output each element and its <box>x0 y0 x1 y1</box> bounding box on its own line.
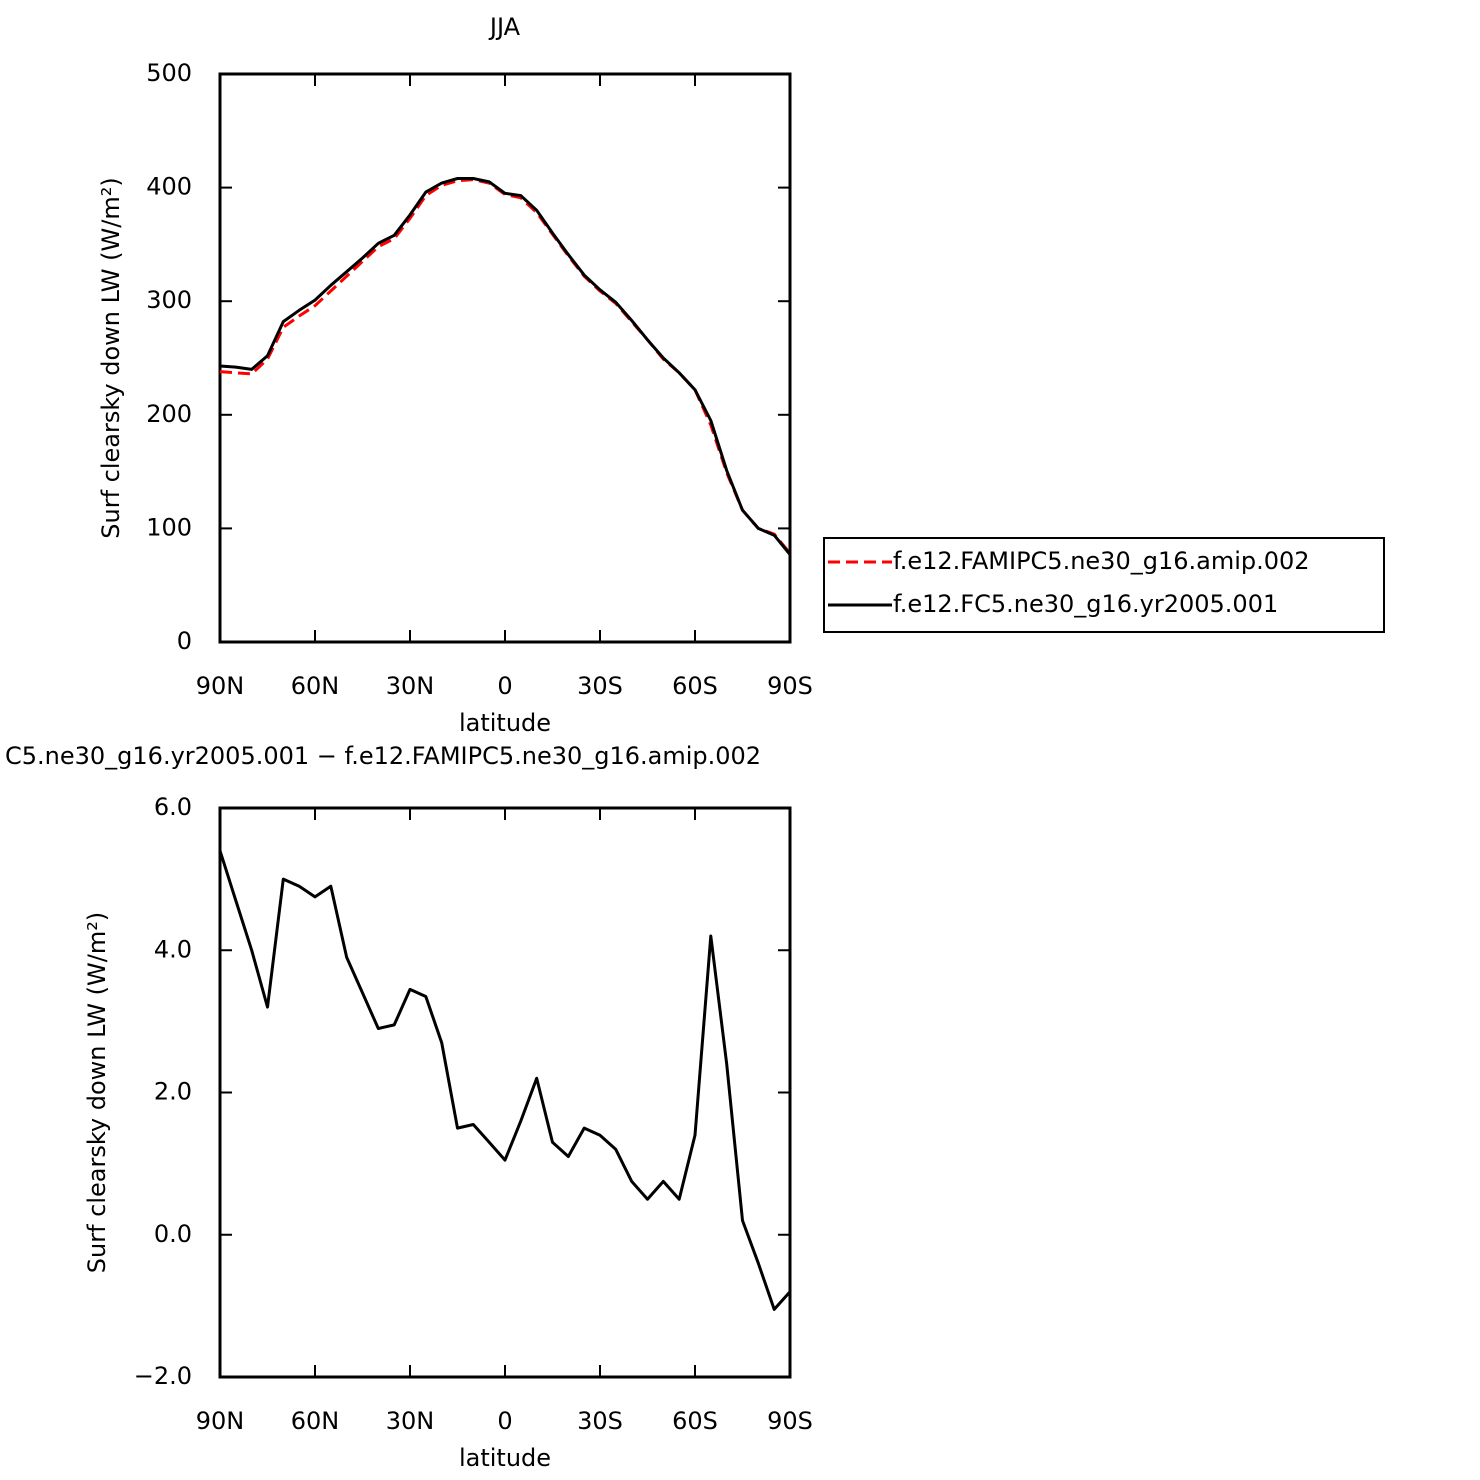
y-tick-label: 100 <box>146 513 192 541</box>
legend-label: f.e12.FC5.ne30_g16.yr2005.001 <box>893 590 1278 618</box>
x-tick-label: 90S <box>767 1407 813 1435</box>
legend-box <box>823 537 1385 633</box>
x-tick-label: 30S <box>577 1407 623 1435</box>
chart-title: C5.ne30_g16.yr2005.001 − f.e12.FAMIPC5.n… <box>5 742 761 770</box>
y-tick-label: 0.0 <box>154 1220 192 1248</box>
chart-title: JJA <box>488 13 521 41</box>
y-axis-label: Surf clearsky down LW (W/m²) <box>83 912 111 1273</box>
x-tick-label: 90N <box>196 672 245 700</box>
y-tick-label: 0 <box>177 627 192 655</box>
data-line <box>219 177 792 556</box>
y-tick-label: 200 <box>146 400 192 428</box>
x-tick-label: 90N <box>196 1407 245 1435</box>
x-tick-label: 90S <box>767 672 813 700</box>
x-tick-label: 60N <box>291 1407 340 1435</box>
x-tick-label: 0 <box>497 672 512 700</box>
x-tick-label: 30N <box>386 1407 435 1435</box>
y-axis-label: Surf clearsky down LW (W/m²) <box>97 177 125 538</box>
plot-frame <box>218 806 792 1379</box>
legend-label: f.e12.FAMIPC5.ne30_g16.amip.002 <box>893 547 1310 575</box>
x-tick-label: 30S <box>577 672 623 700</box>
y-tick-label: 6.0 <box>154 793 192 821</box>
x-axis-label: latitude <box>459 709 551 737</box>
data-line <box>218 850 792 1311</box>
legend: f.e12.FAMIPC5.ne30_g16.amip.002 f.e12.FC5… <box>823 537 1385 633</box>
x-tick-label: 60N <box>291 672 340 700</box>
x-tick-label: 60S <box>672 672 718 700</box>
y-tick-label: 2.0 <box>154 1078 192 1106</box>
x-tick-label: 0 <box>497 1407 512 1435</box>
y-tick-label: 4.0 <box>154 935 192 963</box>
y-tick-label: 500 <box>146 59 192 87</box>
data-line <box>219 178 792 555</box>
x-axis-label: latitude <box>459 1444 551 1472</box>
x-tick-label: 30N <box>386 672 435 700</box>
y-tick-label: 400 <box>146 173 192 201</box>
x-tick-label: 60S <box>672 1407 718 1435</box>
y-tick-label: −2.0 <box>134 1362 192 1390</box>
plot-frame <box>218 72 792 644</box>
y-tick-label: 300 <box>146 286 192 314</box>
